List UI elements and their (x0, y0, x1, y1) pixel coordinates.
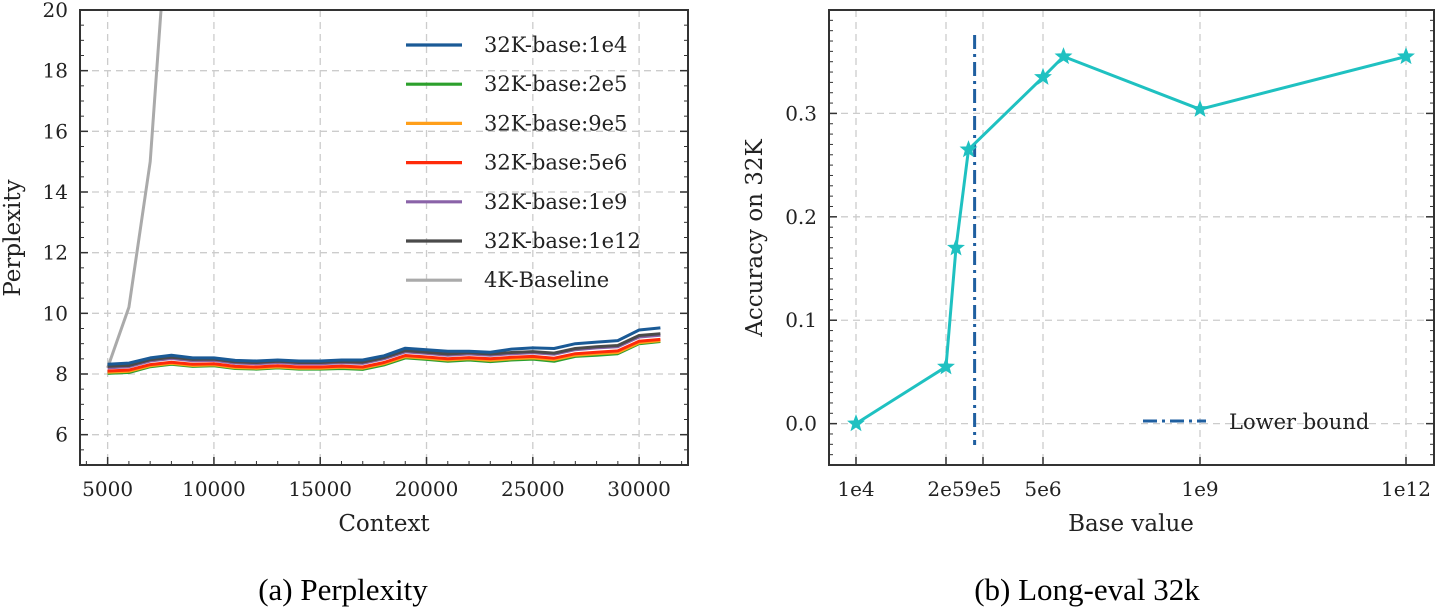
accuracy-panel: 1e4 2e5 9e5 5e6 1e9 1e12 0.0 0.1 0.2 0.3 Lower bo… (742, 9, 1435, 607)
series-lines (106, 10, 661, 375)
star-marker (1397, 47, 1415, 65)
x-axis-label: Base value (1068, 511, 1194, 537)
y-tick-label: 0.0 (785, 412, 817, 436)
star-marker (1054, 47, 1073, 65)
x-tick-label: 5000 (82, 477, 133, 501)
x-tick-label: 15000 (288, 477, 352, 501)
x-tick-label: 1e9 (1181, 477, 1218, 501)
x-tick-label: 1e4 (837, 477, 874, 501)
legend-label-32k-base-2e5: 32K-base:2e5 (484, 72, 627, 96)
x-tick-label: 9e5 (964, 477, 1001, 501)
y-tick-label: 14 (43, 180, 68, 204)
accuracy-line (855, 55, 1407, 425)
x-tick-label: 30000 (607, 477, 671, 501)
axis-ticks: 5000 10000 15000 20000 25000 30000 6 8 10 12 14 16 1… (43, 0, 688, 501)
legend-label-32k-base-1e4: 32K-base:1e4 (484, 33, 627, 57)
legend-label-32k-base-1e9: 32K-base:1e9 (484, 190, 627, 214)
grid (80, 10, 688, 465)
legend-label-lower-bound: Lower bound (1229, 410, 1369, 434)
series-line-32k-base-5e6 (107, 337, 661, 373)
series-line-4k-baseline (106, 10, 163, 369)
x-tick-label: 25000 (501, 477, 565, 501)
x-tick-label: 10000 (182, 477, 246, 501)
caption: (b) Long-eval 32k (974, 572, 1200, 607)
y-axis-label: Perplexity (0, 179, 26, 296)
x-tick-label: 2e5 (927, 477, 964, 501)
x-axis-label: Context (338, 511, 430, 537)
x-tick-label: 1e12 (1381, 477, 1431, 501)
y-tick-label: 8 (55, 362, 68, 386)
y-axis-label: Accuracy on 32K (742, 138, 768, 337)
legend-label-32k-base-1e12: 32K-base:1e12 (484, 229, 641, 253)
plot-frame (828, 9, 1435, 466)
legend-label-32k-base-5e6: 32K-base:5e6 (484, 151, 627, 175)
y-tick-label: 6 (55, 423, 68, 447)
caption: (a) Perplexity (258, 572, 428, 607)
perplexity-panel: 5000 10000 15000 20000 25000 30000 6 8 10 12 14 16 1… (0, 0, 689, 607)
legend: Lower bound (1143, 410, 1369, 434)
series-line-32k-base-1e4 (107, 326, 661, 366)
x-tick-label: 5e6 (1024, 477, 1061, 501)
axis-ticks: 1e4 2e5 9e5 5e6 1e9 1e12 0.0 0.1 0.2 0.3 (785, 19, 1434, 501)
y-tick-label: 10 (43, 301, 68, 325)
y-tick-label: 20 (43, 0, 68, 22)
star-marker (959, 140, 978, 158)
y-tick-label: 18 (43, 59, 68, 83)
x-tick-label: 20000 (395, 477, 459, 501)
star-marker (937, 357, 955, 375)
legend-label-32k-base-9e5: 32K-base:9e5 (484, 111, 627, 135)
star-marker (1034, 67, 1052, 85)
legend-label-4k-baseline: 4K-Baseline (484, 268, 609, 292)
star-marker (947, 238, 965, 256)
y-tick-label: 0.1 (785, 308, 817, 332)
y-tick-label: 12 (43, 241, 68, 265)
y-tick-label: 0.2 (785, 205, 817, 229)
y-tick-label: 16 (43, 119, 68, 143)
y-tick-label: 0.3 (785, 101, 817, 125)
series-lines (847, 47, 1415, 432)
star-marker (1191, 99, 1209, 117)
grid (829, 10, 1434, 465)
star-marker (847, 414, 865, 432)
legend: 32K-base:1e4 32K-base:2e5 32K-base:9e5 32K-… (406, 33, 641, 292)
